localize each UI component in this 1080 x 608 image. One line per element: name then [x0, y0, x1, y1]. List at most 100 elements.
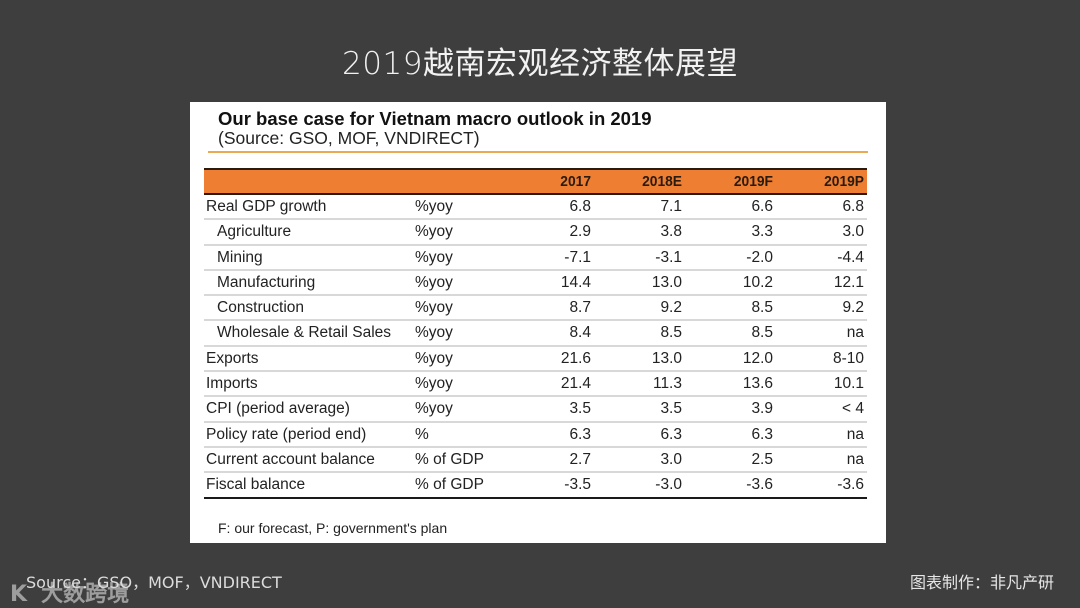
table-row: Imports %yoy 21.4 11.3 13.6 10.1	[204, 372, 867, 398]
cell-value: 12.0	[742, 349, 773, 367]
table-footnote: F: our forecast, P: government's plan	[218, 520, 448, 536]
cell-value: 12.1	[833, 273, 864, 291]
cell-value: 2.9	[569, 223, 591, 241]
cell-value: 2.5	[751, 450, 773, 468]
row-unit: % of GDP	[415, 476, 484, 494]
cell-value: 3.0	[660, 450, 682, 468]
cell-value: na	[846, 450, 864, 468]
cell-value: 13.0	[651, 273, 682, 291]
cell-value: 8.5	[751, 299, 773, 317]
row-unit: %yoy	[415, 349, 453, 367]
cell-value: 7.1	[660, 198, 682, 215]
column-header: 2018E	[642, 173, 682, 190]
macro-outlook-table: 2017 2018E 2019F 2019P Real GDP growth %…	[204, 168, 867, 499]
table-row: Mining %yoy -7.1 -3.1 -2.0 -4.4	[204, 246, 867, 271]
column-header: 2019P	[824, 173, 864, 190]
table-row: Manufacturing %yoy 14.4 13.0 10.2 12.1	[204, 271, 867, 297]
row-label: Current account balance	[206, 450, 375, 468]
row-unit: %yoy	[415, 198, 453, 215]
cell-value: 3.3	[751, 223, 773, 241]
title-divider	[208, 151, 868, 153]
column-header: 2017	[560, 173, 591, 190]
chart-credit: 图表制作：非凡产研	[909, 573, 1054, 592]
table-row: Wholesale & Retail Sales %yoy 8.4 8.5 8.…	[204, 321, 867, 347]
cell-value: 3.9	[751, 400, 773, 418]
cell-value: 14.4	[560, 273, 591, 291]
cell-value: 6.8	[842, 198, 864, 215]
cell-value: 13.6	[742, 375, 773, 393]
table-row: Agriculture %yoy 2.9 3.8 3.3 3.0	[204, 220, 867, 246]
row-unit: %yoy	[415, 248, 453, 266]
cell-value: 3.5	[569, 400, 591, 418]
cell-value: -4.4	[837, 248, 864, 266]
slide-title: 2019越南宏观经济整体展望	[342, 46, 738, 82]
watermark-logo-icon: K	[10, 582, 28, 607]
row-unit: %yoy	[415, 400, 453, 418]
cell-value: 9.2	[842, 299, 864, 317]
panel-subtitle: (Source: GSO, MOF, VNDIRECT)	[218, 128, 480, 148]
table-row: Exports %yoy 21.6 13.0 12.0 8-10	[204, 347, 867, 373]
cell-value: 3.0	[842, 223, 864, 241]
cell-value: 3.5	[660, 400, 682, 418]
table-panel: Our base case for Vietnam macro outlook …	[190, 102, 886, 543]
row-unit: %	[415, 425, 429, 443]
column-header: 2019F	[733, 173, 773, 190]
cell-value: -3.1	[655, 248, 682, 266]
cell-value: 8-10	[832, 349, 864, 367]
watermark-text: 大数跨境	[41, 582, 130, 607]
row-label: CPI (period average)	[206, 400, 350, 418]
row-label: Mining	[217, 248, 263, 266]
row-label: Agriculture	[217, 223, 292, 241]
cell-value: -3.0	[655, 476, 682, 494]
row-label: Imports	[206, 375, 258, 393]
cell-value: -2.0	[746, 248, 773, 266]
row-label: Wholesale & Retail Sales	[217, 324, 392, 342]
cell-value: 3.8	[660, 223, 682, 241]
table-row: Policy rate (period end) % 6.3 6.3 6.3 n…	[204, 423, 867, 448]
row-unit: %yoy	[415, 324, 453, 342]
cell-value: 6.3	[660, 425, 682, 443]
source-note: Source：GSO，MOF，VNDIRECT	[26, 573, 282, 592]
cell-value: 13.0	[651, 349, 682, 367]
cell-value: 21.6	[560, 349, 591, 367]
cell-value: 10.2	[742, 273, 773, 291]
row-unit: %yoy	[415, 375, 453, 393]
cell-value: 9.2	[660, 299, 682, 317]
cell-value: 6.6	[751, 198, 773, 215]
table-row: Construction %yoy 8.7 9.2 8.5 9.2	[204, 296, 867, 322]
cell-value: 6.8	[569, 198, 591, 215]
row-label: Fiscal balance	[206, 476, 306, 494]
cell-value: -3.5	[564, 476, 591, 494]
cell-value: < 4	[842, 400, 864, 418]
cell-value: 6.3	[569, 425, 591, 443]
cell-value: na	[846, 425, 864, 443]
watermark: K 大数跨境	[10, 576, 129, 608]
cell-value: 8.5	[660, 324, 682, 342]
cell-value: 10.1	[833, 375, 864, 393]
row-label: Manufacturing	[217, 273, 316, 291]
row-unit: %yoy	[415, 299, 453, 317]
cell-value: 2.7	[569, 450, 591, 468]
cell-value: -3.6	[746, 476, 773, 494]
row-label: Policy rate (period end)	[206, 425, 367, 443]
row-label: Real GDP growth	[206, 198, 327, 215]
table-row: Fiscal balance % of GDP -3.5 -3.0 -3.6 -…	[204, 473, 867, 499]
row-unit: % of GDP	[415, 450, 484, 468]
cell-value: 6.3	[751, 425, 773, 443]
row-label: Exports	[206, 349, 259, 367]
cell-value: -3.6	[837, 476, 864, 494]
cell-value: -7.1	[564, 248, 591, 266]
cell-value: 8.5	[751, 324, 773, 342]
cell-value: 8.7	[569, 299, 591, 317]
table-header: 2017 2018E 2019F 2019P	[204, 168, 867, 195]
table-row: Real GDP growth %yoy 6.8 7.1 6.6 6.8	[204, 195, 867, 221]
cell-value: 21.4	[560, 375, 591, 393]
cell-value: 8.4	[569, 324, 591, 342]
cell-value: na	[846, 324, 864, 342]
cell-value: 11.3	[652, 375, 682, 393]
row-label: Construction	[217, 299, 305, 317]
row-unit: %yoy	[415, 223, 453, 241]
row-unit: %yoy	[415, 273, 453, 291]
table-row: Current account balance % of GDP 2.7 3.0…	[204, 448, 867, 474]
panel-title: Our base case for Vietnam macro outlook …	[218, 108, 652, 129]
